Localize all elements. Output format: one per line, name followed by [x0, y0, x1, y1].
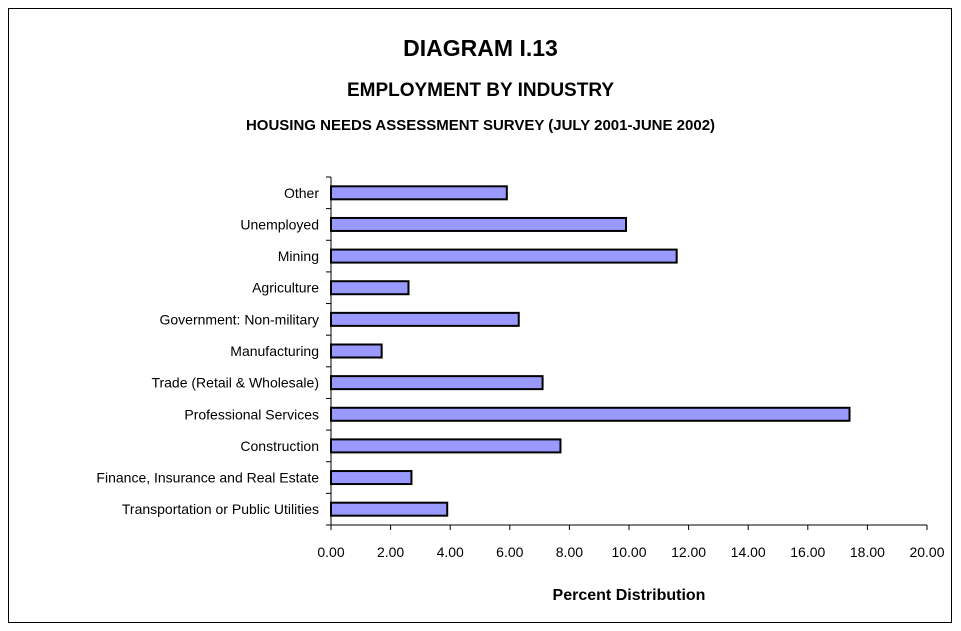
- x-tick-label: 2.00: [377, 544, 404, 560]
- x-tick-label: 6.00: [496, 544, 523, 560]
- category-label: Manufacturing: [230, 343, 319, 359]
- chart-subtitle-2: HOUSING NEEDS ASSESSMENT SURVEY (JULY 20…: [245, 117, 716, 134]
- x-ticks-group: 0.00 2.00 4.00 6.00 8.00 10.00 12.00 14.00 16.00…: [317, 176, 945, 560]
- x-tick-label: 16.00: [790, 544, 825, 560]
- bar: [330, 470, 413, 486]
- bar: [330, 343, 383, 359]
- category-label: Trade (Retail & Wholesale): [151, 375, 319, 391]
- category-label: Government: Non-military: [160, 311, 320, 327]
- chart-title: DIAGRAM I.13: [403, 35, 558, 61]
- x-tick-label: 14.00: [731, 544, 766, 560]
- chart-subtitle: EMPLOYMENT BY INDUSTRY: [346, 80, 615, 101]
- x-tick-label: 0.00: [317, 544, 344, 560]
- bars-group: [330, 185, 851, 517]
- bar: [330, 406, 851, 422]
- category-label: Agriculture: [252, 280, 319, 296]
- category-label: Finance, Insurance and Real Estate: [96, 470, 319, 486]
- category-label: Unemployed: [240, 216, 319, 232]
- category-label: Mining: [278, 248, 319, 264]
- bar: [330, 311, 520, 327]
- bar: [330, 375, 544, 391]
- bar: [330, 438, 562, 454]
- category-label: Professional Services: [184, 406, 319, 422]
- category-label: Transportation or Public Utilities: [122, 501, 319, 517]
- bar: [330, 216, 628, 232]
- bar: [330, 248, 678, 264]
- category-label: Construction: [240, 438, 319, 454]
- x-tick-label: 18.00: [850, 544, 885, 560]
- x-tick-label: 10.00: [611, 544, 646, 560]
- x-tick-label: 4.00: [437, 544, 464, 560]
- bar: [330, 501, 449, 517]
- bar: [330, 280, 410, 296]
- x-tick-label: 20.00: [909, 544, 944, 560]
- category-label: Other: [284, 185, 319, 201]
- category-labels-group: Other Unemployed Mining Agriculture Governme…: [96, 185, 319, 517]
- x-tick-label: 8.00: [556, 544, 583, 560]
- x-axis-label: Percent Distribution: [553, 587, 706, 604]
- x-tick-label: 12.00: [671, 544, 706, 560]
- bar: [330, 185, 508, 201]
